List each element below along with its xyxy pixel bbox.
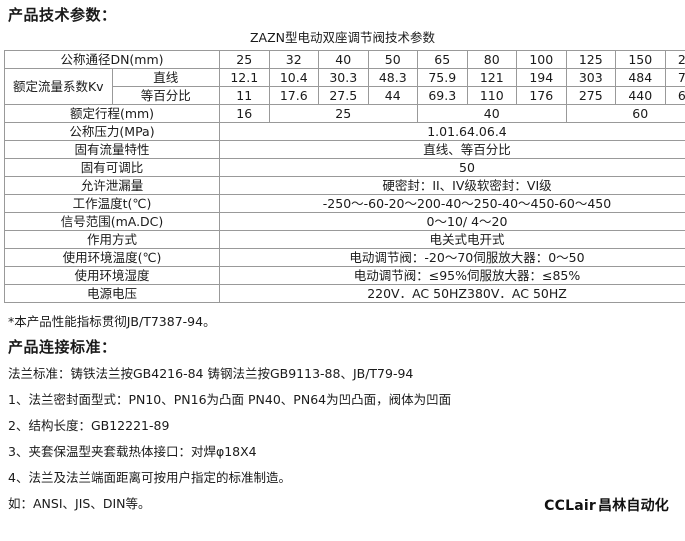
row-label-allowable-leakage: 允许泄漏量	[5, 177, 220, 195]
cell-kv-linear: 10.4	[269, 69, 319, 87]
table-row-allowable-leakage: 允许泄漏量 硬密封：II、IV级软密封：VI级	[5, 177, 685, 195]
cell-dn-value: 80	[467, 51, 517, 69]
cell-dn-value: 25	[220, 51, 270, 69]
table-row-ambient-humidity: 使用环境湿度 电动调节阀：≤95%伺服放大器：≤85%	[5, 267, 685, 285]
row-label-ambient-temperature: 使用环境温度(℃)	[5, 249, 220, 267]
standards-list-item: 3、夹套保温型夹套载热体接口：对焊φ18X4	[8, 443, 681, 460]
cell-kv-equal: 17.6	[269, 87, 319, 105]
table-row-ambient-temperature: 使用环境温度(℃) 电动调节阀：-20～70伺服放大器：0～50	[5, 249, 685, 267]
cell-kv-linear: 121	[467, 69, 517, 87]
cell-working-temperature: -250～-60-20～200-40～250-40～450-60～450	[220, 195, 685, 213]
cell-dn-value: 65	[418, 51, 468, 69]
cell-dn-value: 125	[566, 51, 616, 69]
row-label-rangeability: 固有可调比	[5, 159, 220, 177]
cell-dn-value: 40	[319, 51, 369, 69]
cell-stroke-value: 16	[220, 105, 270, 123]
cell-kv-linear: 194	[517, 69, 567, 87]
cell-stroke-value: 40	[418, 105, 567, 123]
table-row-rated-stroke: 额定行程(mm) 16 25 40 60	[5, 105, 685, 123]
row-label-power-supply: 电源电压	[5, 285, 220, 303]
cell-dn-value: 150	[616, 51, 666, 69]
cell-power-supply: 220V．AC 50HZ380V．AC 50HZ	[220, 285, 685, 303]
cell-nominal-pressure: 1.01.64.06.4	[220, 123, 685, 141]
row-label-flow-characteristic: 固有流量特性	[5, 141, 220, 159]
row-label-nominal-pressure: 公称压力(MPa)	[5, 123, 220, 141]
cell-ambient-humidity: 电动调节阀：≤95%伺服放大器：≤85%	[220, 267, 685, 285]
cell-allowable-leakage: 硬密封：II、IV级软密封：VI级	[220, 177, 685, 195]
row-label-working-temperature: 工作温度t(℃)	[5, 195, 220, 213]
table-row-kv-linear: 额定流量系数Kv 直线 12.1 10.4 30.3 48.3 75.9 121…	[5, 69, 685, 87]
cell-kv-equal: 176	[517, 87, 567, 105]
row-label-nominal-diameter: 公称通径DN(mm)	[5, 51, 220, 69]
standards-list-item: 2、结构长度：GB12221-89	[8, 417, 681, 434]
table-row-working-temperature: 工作温度t(℃) -250～-60-20～200-40～250-40～450-6…	[5, 195, 685, 213]
cell-dn-value: 50	[368, 51, 418, 69]
row-label-ambient-humidity: 使用环境湿度	[5, 267, 220, 285]
row-sublabel-equal-percentage: 等百分比	[112, 87, 220, 105]
cell-signal-range: 0～10/ 4～20	[220, 213, 685, 231]
cell-kv-linear: 30.3	[319, 69, 369, 87]
cell-kv-equal: 693	[665, 87, 685, 105]
standards-list-item: 4、法兰及法兰端面距离可按用户指定的标准制造。	[8, 469, 681, 486]
cell-kv-equal: 44	[368, 87, 418, 105]
table-row-flow-characteristic: 固有流量特性 直线、等百分比	[5, 141, 685, 159]
standard-compliance-note: *本产品性能指标贯彻JB/T7387-94。	[8, 313, 681, 330]
cell-kv-equal: 27.5	[319, 87, 369, 105]
cell-flow-characteristic: 直线、等百分比	[220, 141, 685, 159]
cell-kv-equal: 11	[220, 87, 270, 105]
cell-ambient-temperature: 电动调节阀：-20～70伺服放大器：0～50	[220, 249, 685, 267]
page-title-product-parameters: 产品技术参数：	[8, 5, 681, 25]
row-label-action-mode: 作用方式	[5, 231, 220, 249]
cell-kv-equal: 275	[566, 87, 616, 105]
cell-kv-linear: 484	[616, 69, 666, 87]
logo-company-name-cn: 昌林自动化	[598, 498, 669, 514]
cell-dn-value: 32	[269, 51, 319, 69]
document-page: 产品技术参数： ZAZN型电动双座调节阀技术参数 公称通径DN(mm) 25 3…	[0, 5, 685, 541]
spec-table: 公称通径DN(mm) 25 32 40 50 65 80 100 125 150…	[4, 50, 685, 303]
cell-stroke-value: 60	[566, 105, 685, 123]
cell-kv-equal: 69.3	[418, 87, 468, 105]
row-label-signal-range: 信号范围(mA.DC)	[5, 213, 220, 231]
cell-kv-linear: 48.3	[368, 69, 418, 87]
logo-mark-text: CCLair	[544, 498, 596, 514]
cell-kv-linear: 12.1	[220, 69, 270, 87]
standards-flange-line: 法兰标准：铸铁法兰按GB4216-84 铸钢法兰按GB9113-88、JB/T7…	[8, 365, 681, 382]
cell-kv-linear: 303	[566, 69, 616, 87]
table-row-power-supply: 电源电压 220V．AC 50HZ380V．AC 50HZ	[5, 285, 685, 303]
cell-kv-equal: 440	[616, 87, 666, 105]
table-row-nominal-pressure: 公称压力(MPa) 1.01.64.06.4	[5, 123, 685, 141]
cell-stroke-value: 25	[269, 105, 418, 123]
table-row-rangeability: 固有可调比 50	[5, 159, 685, 177]
section-title-connection-standards: 产品连接标准：	[8, 337, 681, 357]
cell-dn-value: 200	[665, 51, 685, 69]
row-sublabel-linear: 直线	[112, 69, 220, 87]
table-row-signal-range: 信号范围(mA.DC) 0～10/ 4～20	[5, 213, 685, 231]
row-label-kv: 额定流量系数Kv	[5, 69, 113, 105]
cell-kv-linear: 759	[665, 69, 685, 87]
standards-list-item: 1、法兰密封面型式：PN10、PN16为凸面 PN40、PN64为凹凸面，阀体为…	[8, 391, 681, 408]
spec-table-caption: ZAZN型电动双座调节阀技术参数	[4, 29, 681, 47]
cell-kv-equal: 110	[467, 87, 517, 105]
cell-dn-value: 100	[517, 51, 567, 69]
cell-action-mode: 电关式电开式	[220, 231, 685, 249]
row-label-rated-stroke: 额定行程(mm)	[5, 105, 220, 123]
cell-kv-linear: 75.9	[418, 69, 468, 87]
table-row-nominal-diameter: 公称通径DN(mm) 25 32 40 50 65 80 100 125 150…	[5, 51, 685, 69]
table-row-action-mode: 作用方式 电关式电开式	[5, 231, 685, 249]
cell-rangeability: 50	[220, 159, 685, 177]
